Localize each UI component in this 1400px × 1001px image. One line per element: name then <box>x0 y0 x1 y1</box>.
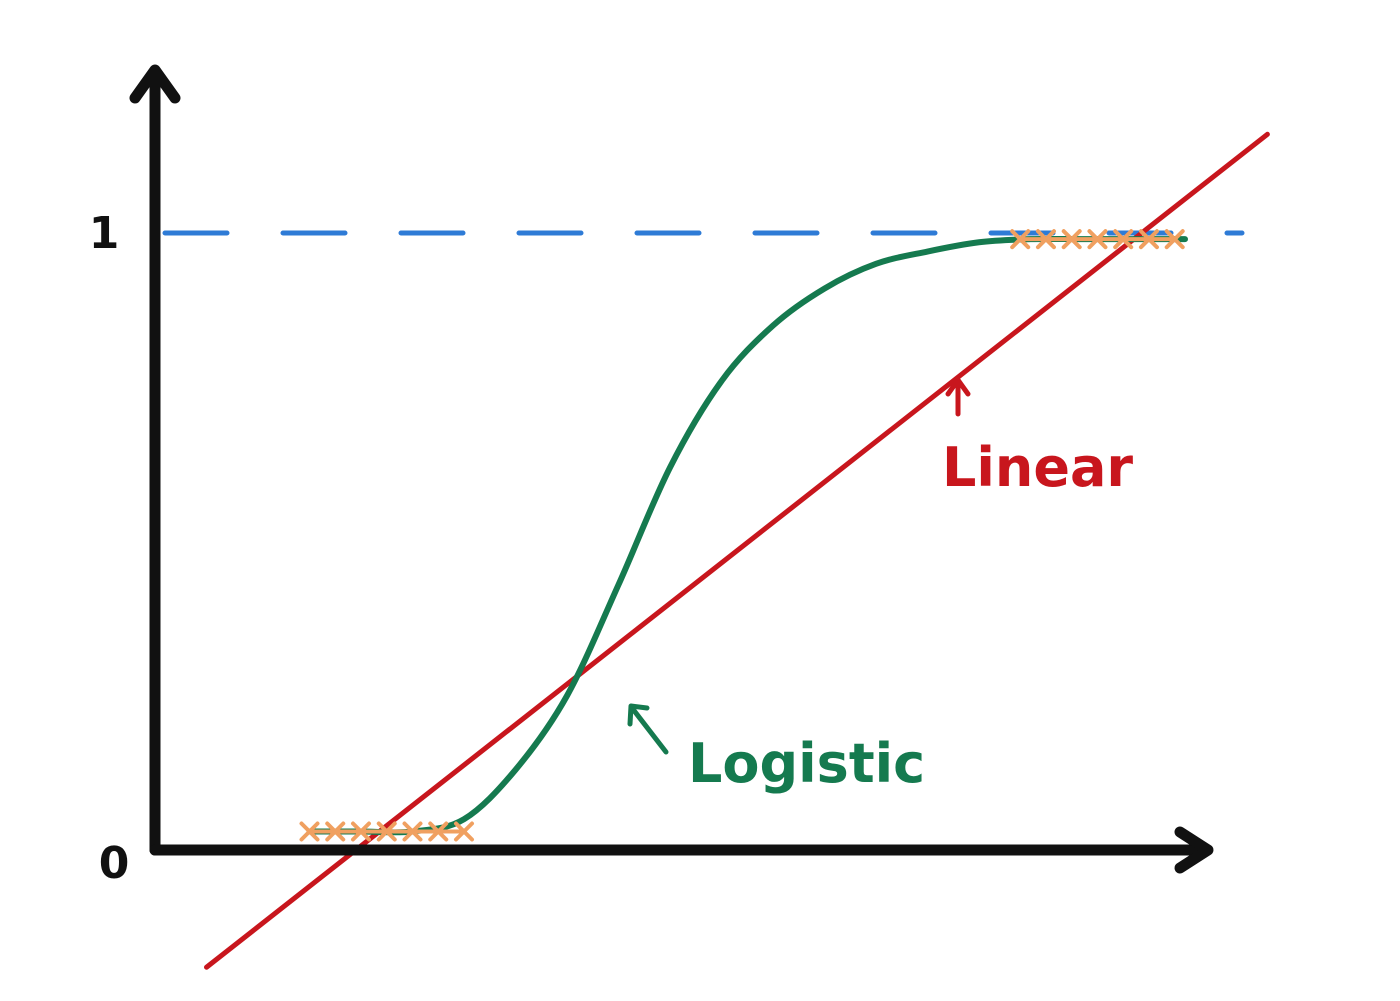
series-line-linear <box>204 131 1270 970</box>
y-tick-label-0: 0 <box>99 838 130 889</box>
y-axis-arrow-icon <box>129 64 181 104</box>
logistic-arrow-icon <box>627 703 669 755</box>
linear-arrow-icon <box>945 377 971 417</box>
x-axis-arrow-icon <box>1174 826 1214 874</box>
y-tick-label-1: 1 <box>89 208 120 259</box>
linear-annotation: Linear <box>942 436 1133 499</box>
logistic-annotation: Logistic <box>688 732 925 795</box>
